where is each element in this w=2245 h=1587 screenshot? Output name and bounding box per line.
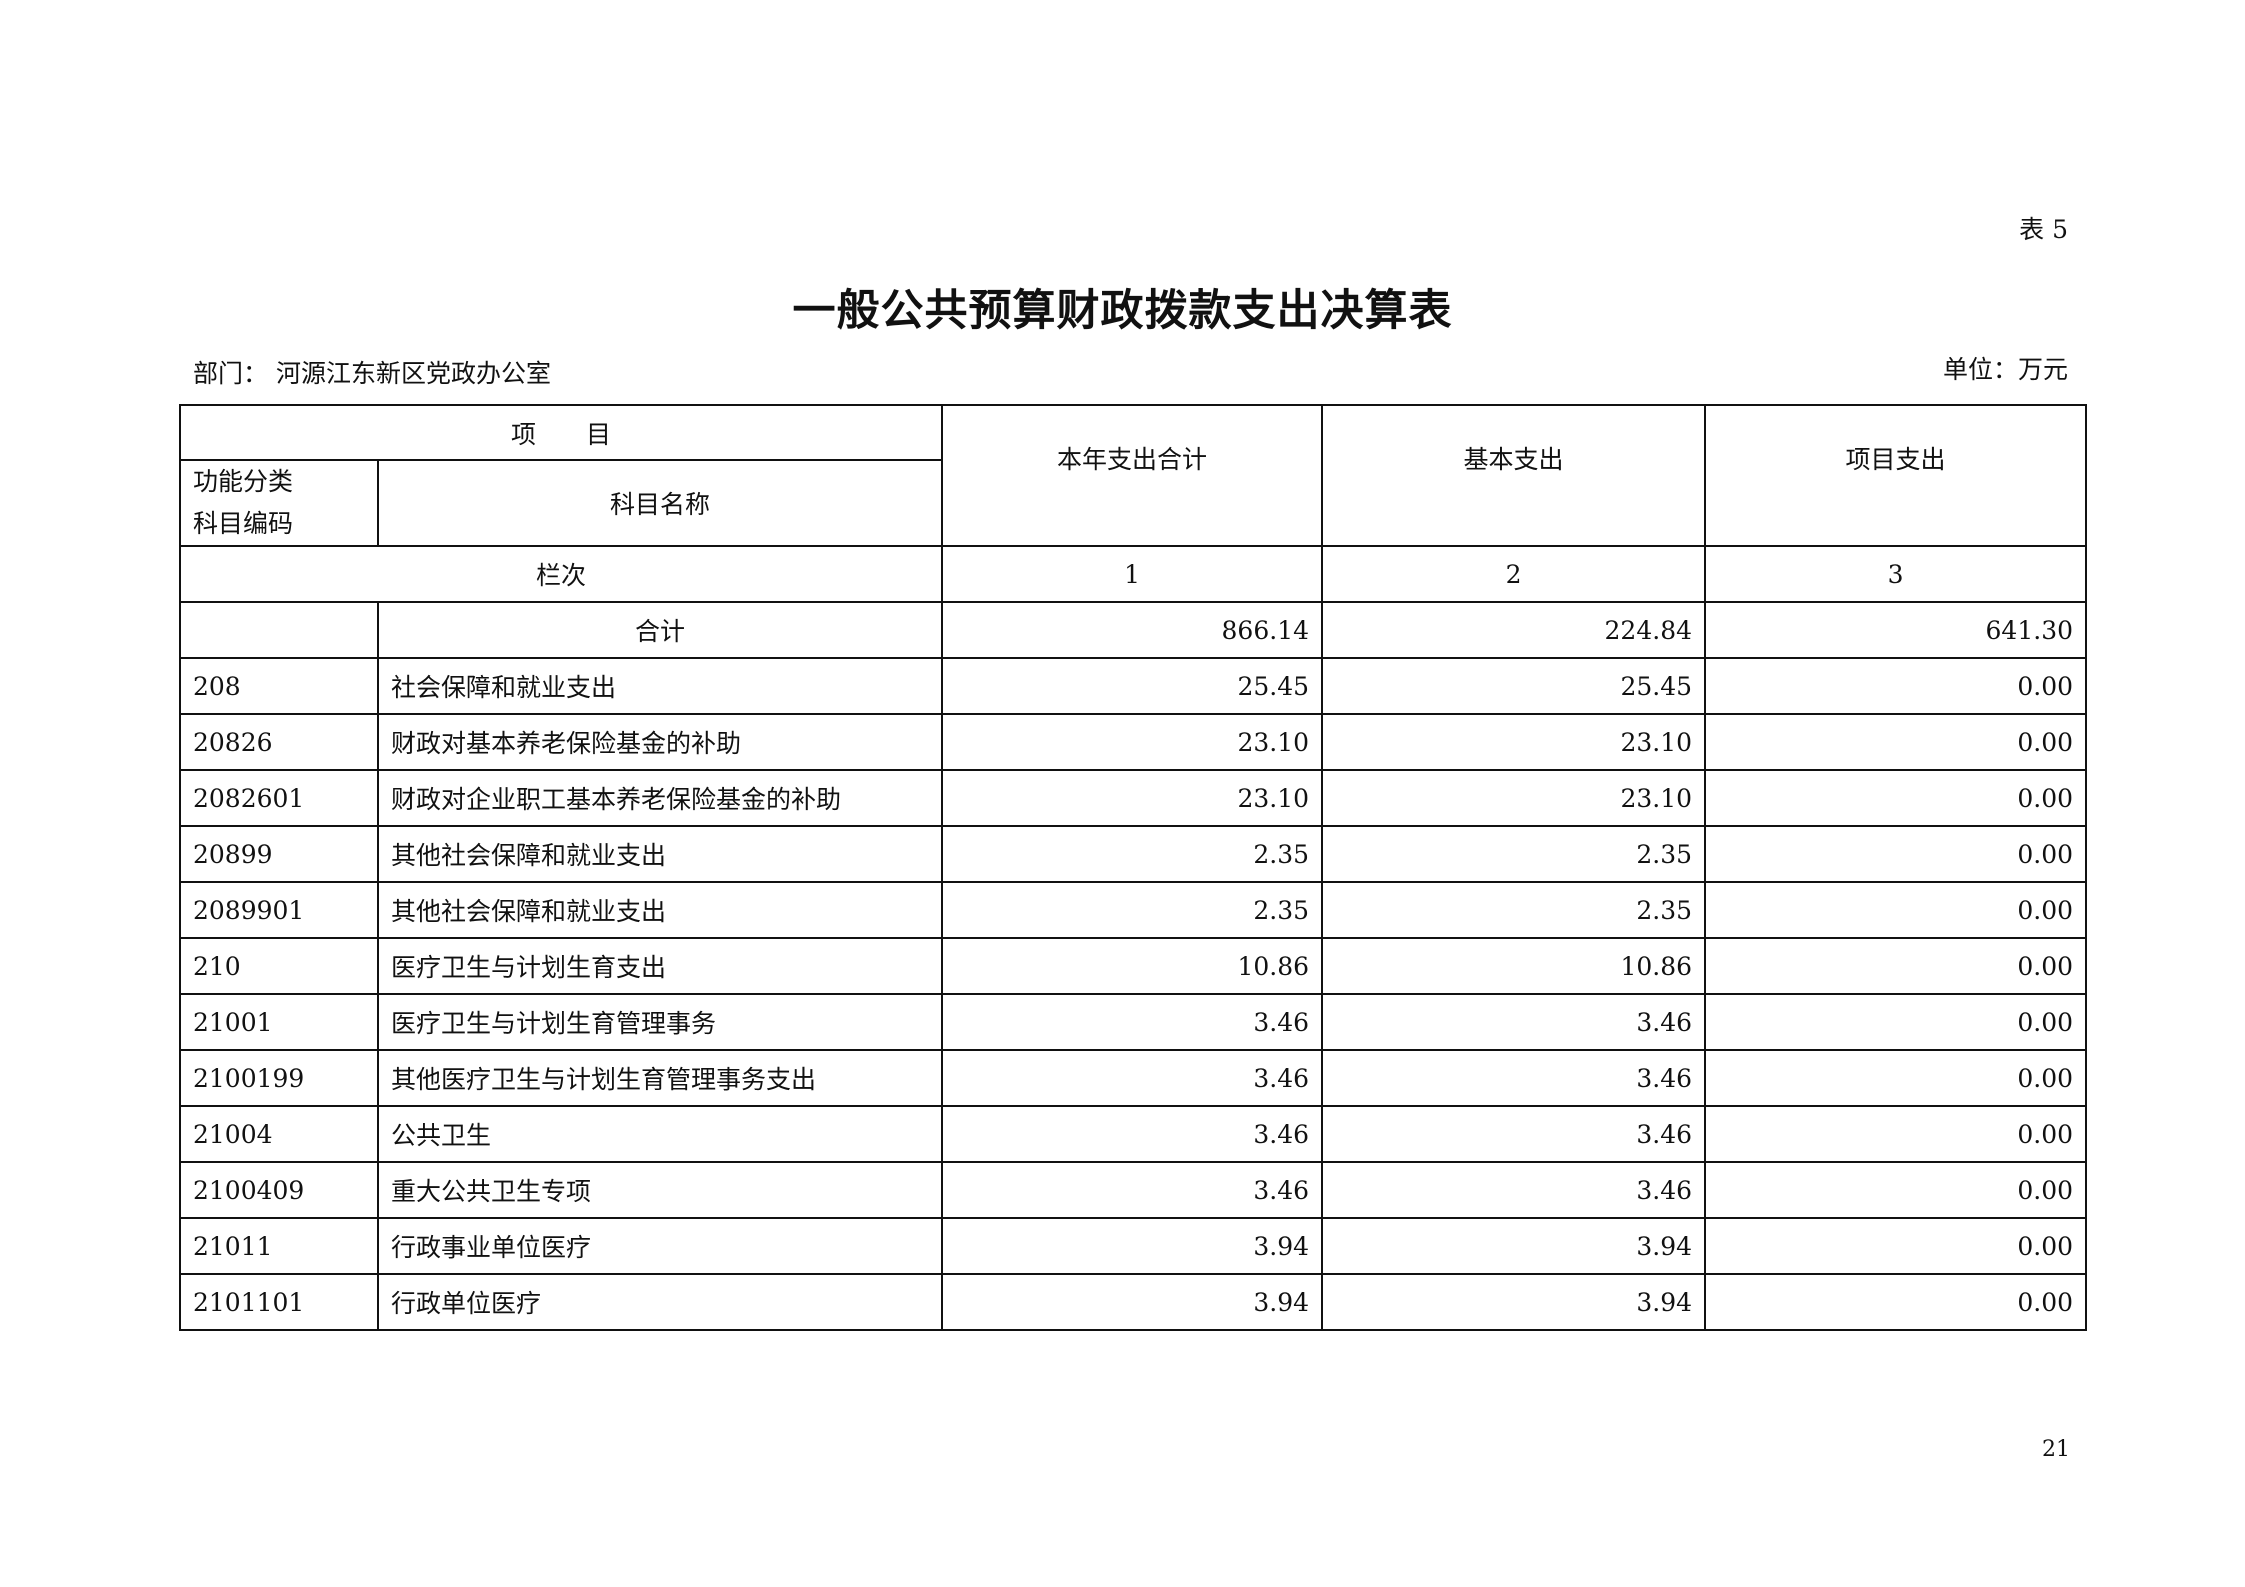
table-row: 2089901 其他社会保障和就业支出 2.35 2.35 0.00 <box>179 881 2088 939</box>
cell-name: 其他社会保障和就业支出 <box>376 881 944 939</box>
cell-project: 0.00 <box>1704 1105 2088 1163</box>
cell-total: 25.45 <box>941 657 1324 715</box>
cell-name: 公共卫生 <box>376 1105 944 1163</box>
cell-project: 0.00 <box>1704 1217 2088 1275</box>
table-row: 21004 公共卫生 3.46 3.46 0.00 <box>179 1105 2088 1163</box>
table-row: 208 社会保障和就业支出 25.45 25.45 0.00 <box>179 657 2088 715</box>
cell-project: 0.00 <box>1704 1049 2088 1107</box>
cell-basic: 2.35 <box>1321 825 1707 883</box>
cell-code: 2082601 <box>179 769 379 827</box>
cell-project: 0.00 <box>1704 713 2088 771</box>
header-item: 项 目 <box>178 404 944 461</box>
cell-project: 0.00 <box>1704 1273 2088 1331</box>
header-total: 本年支出合计 <box>941 404 1324 547</box>
cell-total: 23.10 <box>941 769 1324 827</box>
cell-name: 财政对企业职工基本养老保险基金的补助 <box>376 769 944 827</box>
table-row: 21011 行政事业单位医疗 3.94 3.94 0.00 <box>179 1217 2088 1275</box>
header-project: 项目支出 <box>1704 404 2088 547</box>
cell-project: 0.00 <box>1704 657 2088 715</box>
cell-project: 0.00 <box>1704 825 2088 883</box>
header-code: 功能分类 科目编码 <box>179 459 379 547</box>
cell-code: 21004 <box>179 1105 379 1163</box>
total-project: 641.30 <box>1704 601 2088 659</box>
cell-total: 3.94 <box>941 1217 1324 1275</box>
cell-basic: 2.35 <box>1321 881 1707 939</box>
table-row: 21001 医疗卫生与计划生育管理事务 3.46 3.46 0.00 <box>179 993 2088 1051</box>
cell-project: 0.00 <box>1704 993 2088 1051</box>
cell-total: 10.86 <box>941 937 1324 995</box>
row-index-label: 栏次 <box>178 545 944 603</box>
cell-basic: 23.10 <box>1321 713 1707 771</box>
header-basic: 基本支出 <box>1321 404 1707 547</box>
cell-total: 3.46 <box>941 1105 1324 1163</box>
table-row: 2100409 重大公共卫生专项 3.46 3.46 0.00 <box>179 1161 2088 1219</box>
cell-total: 3.46 <box>941 993 1324 1051</box>
cell-name: 社会保障和就业支出 <box>376 657 944 715</box>
cell-code: 2089901 <box>179 881 379 939</box>
cell-basic: 23.10 <box>1321 769 1707 827</box>
table-row: 2082601 财政对企业职工基本养老保险基金的补助 23.10 23.10 0.00 <box>179 769 2088 827</box>
cell-name: 其他医疗卫生与计划生育管理事务支出 <box>376 1049 944 1107</box>
cell-basic: 25.45 <box>1321 657 1707 715</box>
cell-basic: 3.94 <box>1321 1273 1707 1331</box>
cell-basic: 3.46 <box>1321 1161 1707 1219</box>
cell-code: 2100199 <box>179 1049 379 1107</box>
total-total: 866.14 <box>941 601 1324 659</box>
cell-code: 2100409 <box>179 1161 379 1219</box>
cell-name: 重大公共卫生专项 <box>376 1161 944 1219</box>
cell-project: 0.00 <box>1704 881 2088 939</box>
department-label: 部门： 河源江东新区党政办公室 <box>193 359 551 388</box>
table-row: 210 医疗卫生与计划生育支出 10.86 10.86 0.00 <box>179 937 2088 995</box>
cell-code: 20826 <box>179 713 379 771</box>
row-index-3: 3 <box>1704 545 2088 603</box>
cell-project: 0.00 <box>1704 937 2088 995</box>
unit-label: 单位：万元 <box>1942 355 2068 384</box>
cell-name: 医疗卫生与计划生育管理事务 <box>376 993 944 1051</box>
cell-name: 财政对基本养老保险基金的补助 <box>376 713 944 771</box>
cell-project: 0.00 <box>1704 1161 2088 1219</box>
cell-basic: 3.46 <box>1321 993 1707 1051</box>
table-row: 20899 其他社会保障和就业支出 2.35 2.35 0.00 <box>179 825 2088 883</box>
total-row: 合计 866.14 224.84 641.30 <box>179 601 2088 659</box>
cell-basic: 3.46 <box>1321 1049 1707 1107</box>
cell-total: 23.10 <box>941 713 1324 771</box>
cell-code: 20899 <box>179 825 379 883</box>
cell-total: 3.46 <box>941 1049 1324 1107</box>
cell-name: 行政事业单位医疗 <box>376 1217 944 1275</box>
page-title: 一般公共预算财政拨款支出决算表 <box>792 286 1453 336</box>
table-row: 2101101 行政单位医疗 3.94 3.94 0.00 <box>179 1273 2088 1331</box>
total-label: 合计 <box>376 601 944 659</box>
cell-total: 2.35 <box>941 825 1324 883</box>
cell-code: 210 <box>179 937 379 995</box>
cell-code: 21011 <box>179 1217 379 1275</box>
row-index-2: 2 <box>1321 545 1707 603</box>
header-code-line1: 功能分类 <box>193 467 294 496</box>
header-code-line2: 科目编码 <box>193 509 294 538</box>
row-index-1: 1 <box>941 545 1324 603</box>
cell-total: 3.46 <box>941 1161 1324 1219</box>
table-row: 20826 财政对基本养老保险基金的补助 23.10 23.10 0.00 <box>179 713 2088 771</box>
total-basic: 224.84 <box>1321 601 1707 659</box>
cell-name: 行政单位医疗 <box>376 1273 944 1331</box>
cell-project: 0.00 <box>1704 769 2088 827</box>
cell-code: 21001 <box>179 993 379 1051</box>
cell-total: 3.94 <box>941 1273 1324 1331</box>
page-number: 21 <box>2042 1437 2070 1462</box>
cell-total: 2.35 <box>941 881 1324 939</box>
cell-basic: 3.94 <box>1321 1217 1707 1275</box>
cell-name: 医疗卫生与计划生育支出 <box>376 937 944 995</box>
table-number: 表 5 <box>2019 215 2068 244</box>
cell-code: 208 <box>179 657 379 715</box>
expenditure-table: 项 目 本年支出合计 基本支出 项目支出 功能分类 科目编码 科目名称 栏次 1 … <box>178 404 2088 1331</box>
table-row: 2100199 其他医疗卫生与计划生育管理事务支出 3.46 3.46 0.00 <box>179 1049 2088 1107</box>
cell-basic: 3.46 <box>1321 1105 1707 1163</box>
cell-basic: 10.86 <box>1321 937 1707 995</box>
cell-code: 2101101 <box>179 1273 379 1331</box>
total-code <box>179 601 379 659</box>
header-name: 科目名称 <box>376 459 944 547</box>
cell-name: 其他社会保障和就业支出 <box>376 825 944 883</box>
